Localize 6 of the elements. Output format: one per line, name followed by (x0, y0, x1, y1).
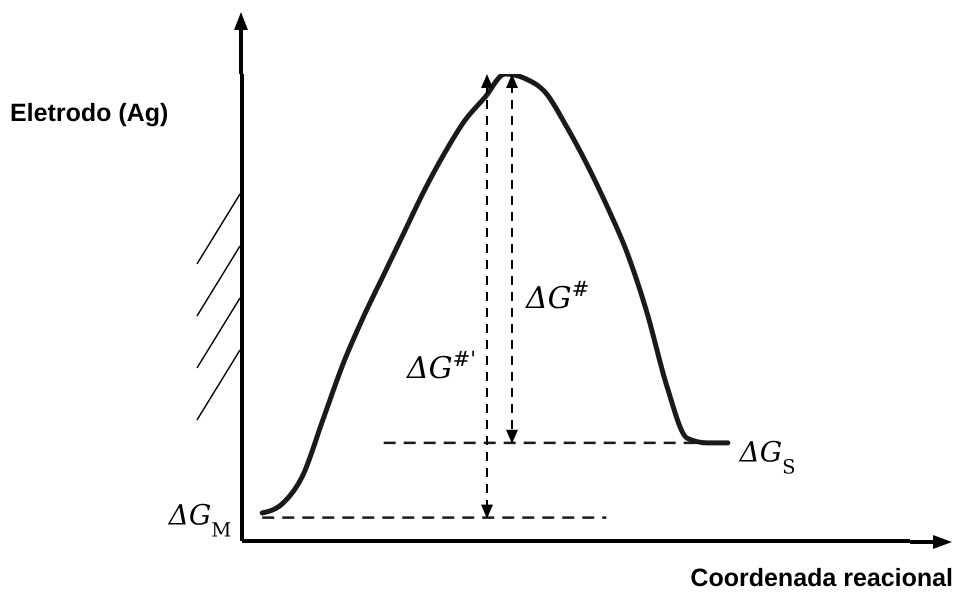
annotation: ΔG$^{#'}$ (406, 347, 476, 386)
ref-line-label: ΔG$_{M}$ (168, 498, 232, 542)
ref-line-label: ΔG$_{S}$ (738, 436, 796, 478)
x-axis-title: Coordenada reacional (690, 564, 953, 592)
y-axis-title: Eletrodo (Ag) (10, 99, 168, 127)
annotation: ΔG$^{#}$ (525, 277, 590, 316)
